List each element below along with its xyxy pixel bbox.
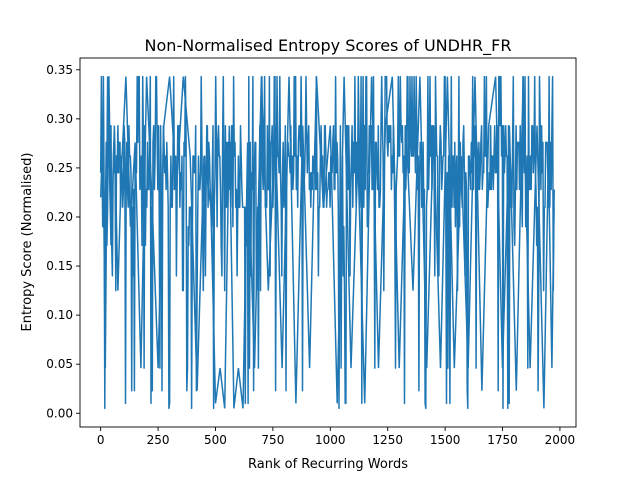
- series-line-dense: [99, 75, 555, 410]
- x-axis-label: Rank of Recurring Words: [248, 457, 408, 472]
- y-tick-label: 0.35: [46, 63, 73, 77]
- x-tick-label: 1250: [372, 433, 403, 447]
- plot-area: [99, 75, 555, 410]
- chart-title: Non-Normalised Entropy Scores of UNDHR_F…: [145, 36, 512, 56]
- y-tick-label: 0.05: [46, 357, 73, 371]
- series-line: [99, 76, 555, 409]
- x-tick-label: 0: [97, 433, 105, 447]
- y-tick-label: 0.10: [46, 308, 73, 322]
- y-tick-label: 0.00: [46, 406, 73, 420]
- x-tick-label: 250: [147, 433, 170, 447]
- y-tick-label: 0.25: [46, 161, 73, 175]
- axes: 0 250 500 750 1000 1250 1500 1750 2000 0.00 0.05 0.…: [46, 57, 577, 447]
- axes-frame: [79, 57, 577, 428]
- x-tick-label: 2000: [545, 433, 576, 447]
- x-tick-label: 1500: [430, 433, 461, 447]
- y-tick-label: 0.20: [46, 210, 73, 224]
- x-tick-label: 1000: [315, 433, 346, 447]
- x-tick-label: 750: [261, 433, 284, 447]
- x-tick-label: 1750: [487, 433, 518, 447]
- y-tick-label: 0.30: [46, 112, 73, 126]
- y-tick-label: 0.15: [46, 259, 73, 273]
- y-axis-label: Entropy Score (Normalised): [20, 153, 35, 332]
- x-tick-label: 500: [204, 433, 227, 447]
